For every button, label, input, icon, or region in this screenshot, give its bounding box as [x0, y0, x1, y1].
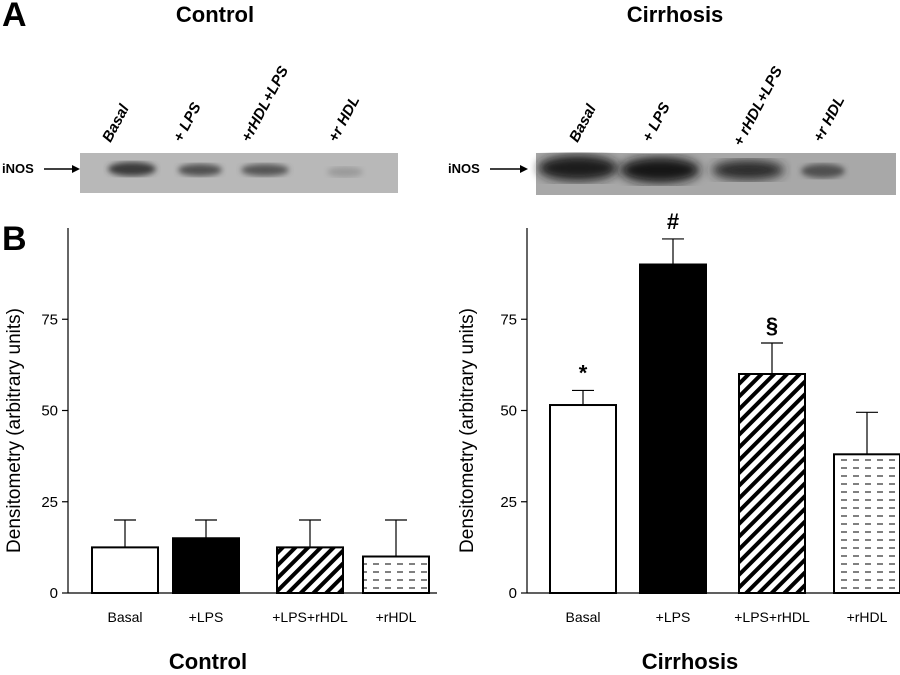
y-tick-label: 50: [41, 403, 58, 420]
y-tick-label: 0: [509, 585, 517, 602]
western-blot-cirrhosis: [536, 153, 896, 195]
bar: [362, 555, 430, 594]
bar-chart-control: 0 25 50 75 Densitometry (arbitrary units) Bas…: [4, 228, 437, 674]
x-tick-label: +rHDL: [847, 609, 888, 625]
inos-arrow-icon: [44, 165, 80, 173]
bar: [91, 546, 159, 594]
x-tick-label: +LPS: [189, 609, 224, 625]
x-tick-label: Basal: [107, 609, 142, 625]
x-tick-label: Basal: [565, 609, 600, 625]
inos-marker-label: iNOS: [2, 161, 34, 176]
bar: [172, 537, 240, 594]
western-blot-control: [80, 153, 398, 193]
panel-label-a: A: [2, 0, 27, 34]
significance-mark: §: [766, 313, 778, 338]
bar-chart-cirrhosis: 0 25 50 75 Densitometry (arbitrary units) * Ba…: [457, 209, 900, 674]
y-axis-label: Densitometry (arbitrary units): [457, 308, 478, 553]
y-tick-label: 75: [500, 311, 517, 328]
y-tick-label: 75: [41, 311, 58, 328]
significance-mark: *: [579, 360, 588, 385]
inos-arrow-icon: [490, 165, 528, 173]
chart-title: Cirrhosis: [642, 649, 739, 674]
bar: [639, 263, 707, 594]
panel-label-b: B: [2, 220, 27, 258]
y-axis-label: Densitometry (arbitrary units): [4, 308, 25, 553]
y-tick-label: 25: [500, 494, 517, 511]
x-tick-label: +LPS+rHDL: [272, 609, 348, 625]
blot-title-cirrhosis: Cirrhosis: [626, 2, 724, 27]
bar: [549, 404, 617, 594]
blot-title-control: Control: [175, 2, 255, 27]
y-tick-label: 0: [50, 585, 58, 602]
x-tick-label: +rHDL: [376, 609, 417, 625]
inos-marker-label: iNOS: [448, 161, 480, 176]
y-tick-label: 50: [500, 403, 517, 420]
x-tick-label: +LPS+rHDL: [734, 609, 810, 625]
bar: [276, 546, 344, 594]
chart-title: Control: [169, 649, 247, 674]
x-tick-label: +LPS: [656, 609, 691, 625]
bar: [833, 453, 900, 594]
significance-mark: #: [667, 209, 679, 234]
bar: [738, 373, 806, 594]
y-tick-label: 25: [41, 494, 58, 511]
